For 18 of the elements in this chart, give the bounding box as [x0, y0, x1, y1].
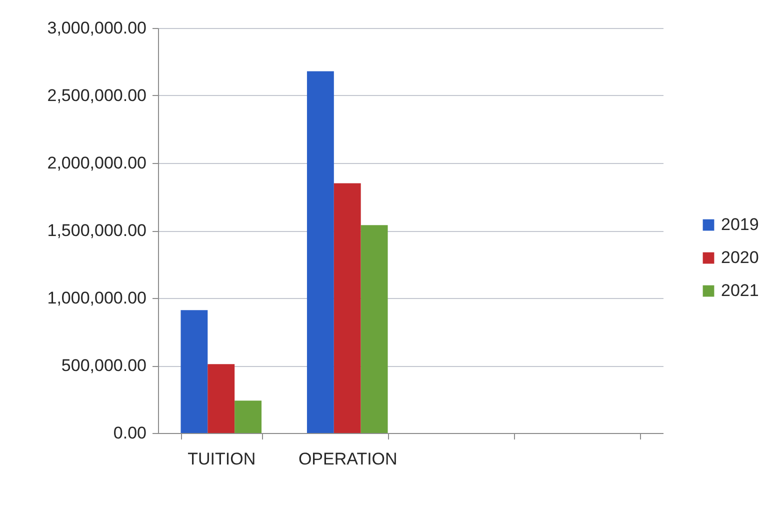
y-tick-label: 2,000,000.00 [47, 154, 146, 172]
legend-label: 2020 [721, 248, 759, 267]
x-tick-label: OPERATION [298, 450, 398, 468]
y-tick-label: 1,000,000.00 [47, 288, 146, 308]
x-tick-label: TUITION [188, 450, 256, 468]
legend-label: 2021 [721, 281, 759, 300]
y-tick-label: 1,500,000.00 [47, 221, 146, 240]
legend-label: 2019 [721, 215, 759, 234]
bar [334, 183, 361, 433]
y-tick-label: 500,000.00 [61, 356, 146, 375]
bar [208, 364, 235, 433]
bar [360, 225, 388, 433]
bar [306, 71, 334, 433]
y-tick-label: 2,500,000.00 [47, 86, 146, 105]
bar [234, 400, 262, 433]
y-tick-label: 0.00 [113, 424, 146, 442]
y-tick-label: 3,000,000.00 [47, 18, 146, 38]
bar [180, 310, 208, 433]
